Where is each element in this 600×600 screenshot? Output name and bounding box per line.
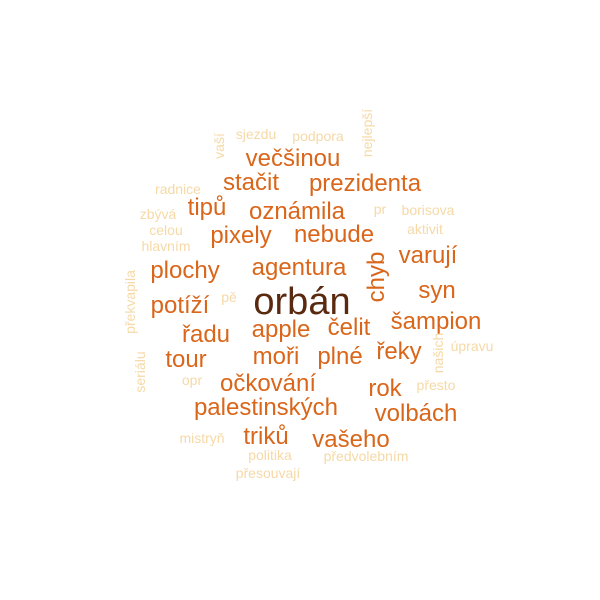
word-opr: opr (181, 372, 203, 388)
word-zbyva: zbývá (139, 206, 177, 222)
word-podpora: podpora (292, 128, 344, 144)
word-syn: syn (418, 277, 456, 304)
word-vasi: vaší (211, 133, 227, 159)
word-sampion: šampion (390, 308, 482, 335)
word-ockovani: očkování (219, 370, 317, 397)
word-pe: pě (221, 289, 237, 305)
word-orban: orbán (253, 281, 351, 323)
word-prekvapila: překvapila (122, 270, 138, 334)
word-pr: pr (373, 201, 387, 217)
word-presouvaji: přesouvají (235, 465, 301, 481)
word-tour: tour (165, 346, 207, 373)
word-volbach: volbách (374, 400, 458, 427)
word-sjezdu: sjezdu (235, 126, 277, 142)
word-vaseho: vašeho (312, 426, 390, 453)
word-celit: čelit (327, 314, 371, 341)
word-serialu: seriálu (132, 351, 148, 393)
word-palestinskych: palestinských (193, 394, 339, 421)
word-potizi: potíží (150, 292, 210, 319)
word-plochy: plochy (150, 257, 220, 284)
word-upravu: úpravu (450, 338, 494, 354)
word-triku: triků (243, 423, 289, 450)
word-varuji: varují (398, 242, 458, 269)
word-radu: řadu (181, 321, 231, 348)
word-nebude: nebude (293, 221, 375, 248)
word-nasich: našich (430, 332, 446, 374)
word-pixely: pixely (210, 222, 272, 249)
word-agentura: agentura (251, 254, 347, 281)
word-chyb: chyb (363, 251, 390, 303)
word-radnice: radnice (155, 181, 201, 197)
word-tipu: tipů (187, 194, 227, 221)
word-aktivit: aktivit (407, 221, 443, 237)
word-celou: celou (149, 222, 183, 238)
word-reky: řeky (376, 338, 422, 365)
word-nejlepsi: nejlepší (359, 108, 375, 158)
word-stacit: stačit (222, 169, 280, 196)
word-borisova: borisova (401, 202, 455, 218)
word-plne: plné (317, 343, 363, 370)
word-prezidenta: prezidenta (308, 170, 422, 197)
word-predvolebnim: předvolebním (323, 448, 409, 464)
word-vetsinou: večšinou (245, 145, 341, 172)
word-mistryn: mistryň (179, 430, 225, 446)
word-presto: přesto (416, 377, 456, 393)
word-mori: moři (252, 343, 300, 370)
word-hlavnim: hlavním (141, 238, 191, 254)
word-rok: rok (368, 375, 402, 402)
word-apple: apple (251, 316, 311, 343)
word-oznamila: oznámila (248, 198, 346, 225)
word-politika: politika (248, 447, 292, 463)
